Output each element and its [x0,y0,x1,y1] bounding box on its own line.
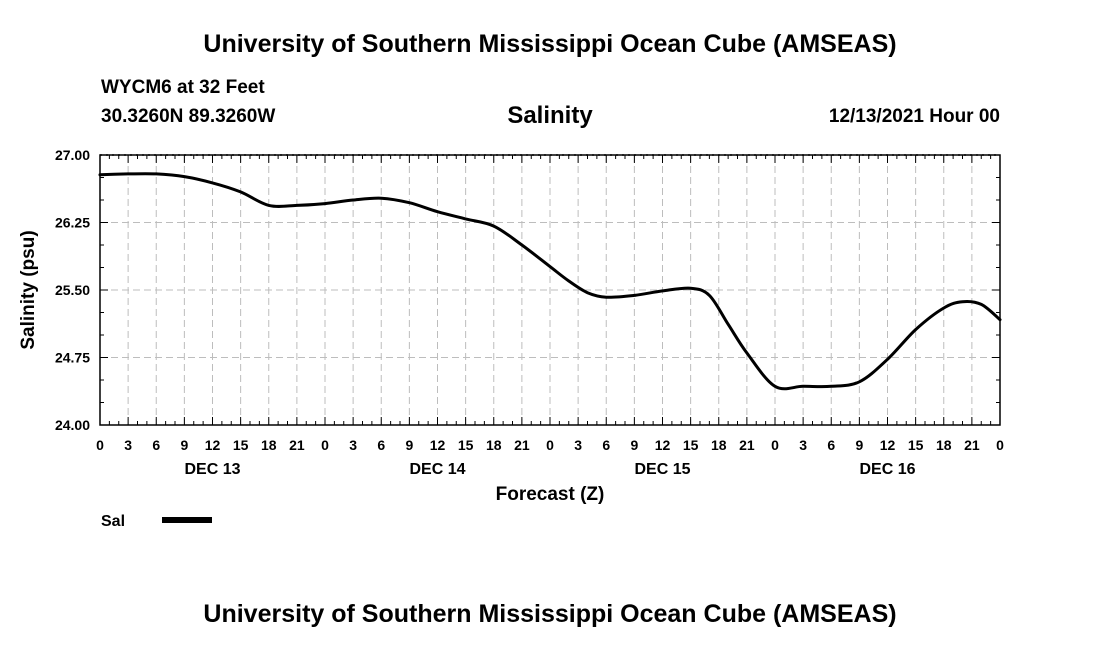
day-label: DEC 16 [859,461,915,478]
day-label: DEC 15 [634,461,690,478]
series-line-sal [98,172,1002,391]
x-tick-label: 12 [655,437,671,453]
station-coordinates: 30.3260N 89.3260W [101,106,276,127]
variable-title: Salinity [507,102,593,129]
x-tick-label: 0 [546,437,554,453]
x-tick-label: 0 [996,437,1004,453]
legend: Sal [101,513,212,530]
x-axis-title: Forecast (Z) [496,484,605,505]
x-tick-label: 12 [880,437,896,453]
x-tick-label: 6 [152,437,160,453]
x-tick-label: 21 [964,437,980,453]
x-tick-label: 6 [602,437,610,453]
footer-title: University of Southern Mississippi Ocean… [203,600,897,628]
x-tick-label: 18 [936,437,952,453]
x-tick-label: 21 [514,437,530,453]
day-label: DEC 14 [409,461,465,478]
x-tick-label: 9 [405,437,413,453]
y-axis-title: Salinity (psu) [18,230,39,349]
day-label: DEC 13 [184,461,240,478]
run-time: 12/13/2021 Hour 00 [828,106,1000,127]
x-tick-label: 3 [349,437,357,453]
x-tick-label: 12 [430,437,446,453]
x-tick-label: 15 [458,437,474,453]
y-tick-label: 26.25 [55,215,90,231]
y-tick-label: 25.50 [55,282,90,298]
station-label: WYCM6 at 32 Feet [101,77,265,98]
x-tick-label: 3 [124,437,132,453]
x-tick-label: 15 [683,437,699,453]
x-tick-label: 9 [180,437,188,453]
x-tick-label: 21 [739,437,755,453]
x-tick-label: 12 [205,437,221,453]
x-tick-label: 6 [827,437,835,453]
x-tick-label: 3 [799,437,807,453]
y-tick-label: 24.75 [55,350,90,366]
x-tick-label: 15 [908,437,924,453]
y-tick-label: 27.00 [55,147,90,163]
legend-label: Sal [101,513,125,530]
x-tick-label: 18 [486,437,502,453]
x-tick-label: 0 [771,437,779,453]
axis-labels: 24.00 24.75 25.50 26.25 27.00 0 3 6 9 12 15 18 21 0 3 6… [55,147,1004,478]
x-tick-label: 21 [289,437,305,453]
axis-ticks [99,154,1001,426]
x-tick-label: 15 [233,437,249,453]
x-tick-label: 6 [377,437,385,453]
x-tick-label: 9 [855,437,863,453]
grid [100,154,1000,425]
x-tick-label: 0 [96,437,104,453]
x-tick-label: 18 [261,437,277,453]
x-tick-label: 18 [711,437,727,453]
x-tick-label: 3 [574,437,582,453]
y-tick-label: 24.00 [55,417,90,433]
x-tick-label: 9 [630,437,638,453]
x-tick-label: 0 [321,437,329,453]
chart-title: University of Southern Mississippi Ocean… [203,30,897,58]
